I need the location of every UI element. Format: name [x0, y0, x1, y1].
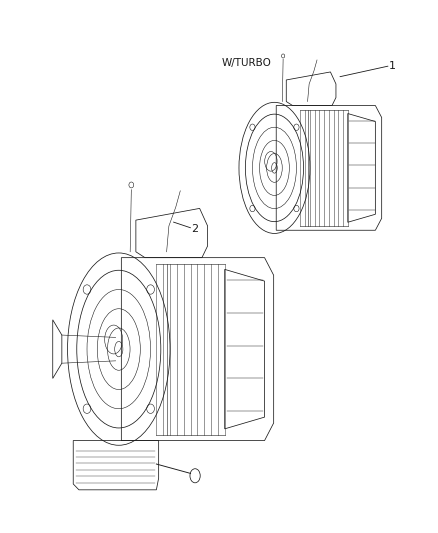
Text: 1: 1 [389, 61, 396, 70]
Text: W/TURBO: W/TURBO [221, 58, 271, 68]
Text: 2: 2 [191, 224, 198, 233]
